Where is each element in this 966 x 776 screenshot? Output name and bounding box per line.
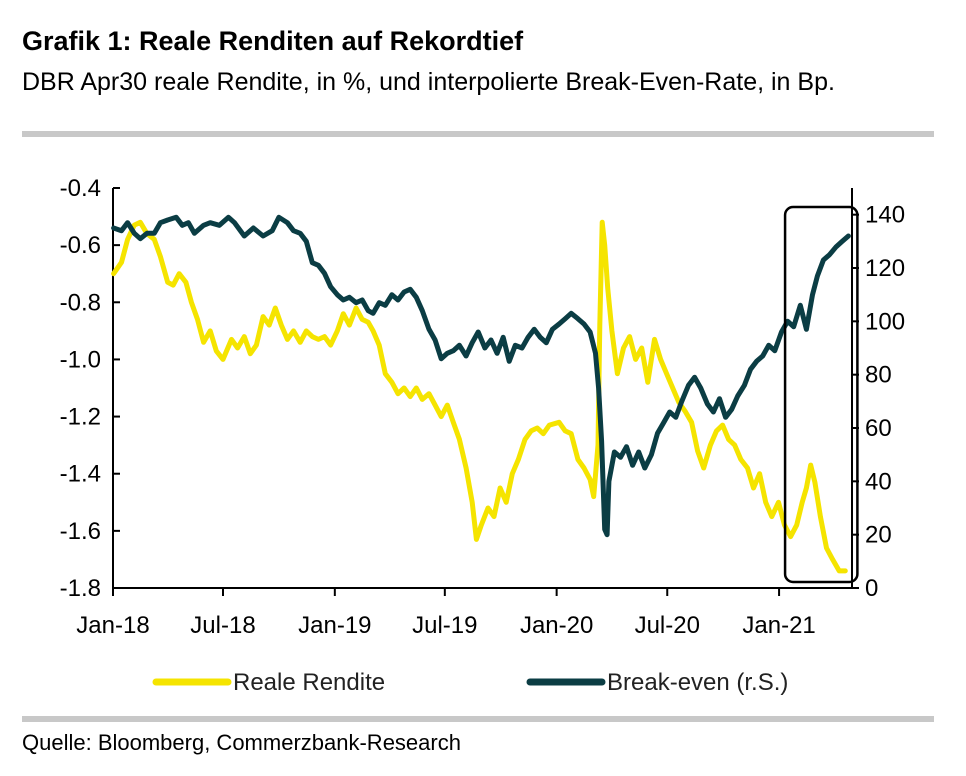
series-layer bbox=[111, 214, 851, 574]
right-tick-label: 20 bbox=[865, 522, 892, 549]
highlight-box bbox=[783, 205, 859, 584]
top-divider bbox=[22, 131, 934, 137]
x-tick-label: Jul-18 bbox=[190, 612, 255, 639]
highlight-layer bbox=[783, 205, 859, 584]
left-tick-label: -1.0 bbox=[60, 346, 101, 373]
left-tick-label: -1.2 bbox=[60, 404, 101, 431]
left-y-axis: -0.4 -0.6 -0.8 -1.0 -1.2 -1.4 -1.6 -1.8 bbox=[60, 175, 120, 602]
x-tick-label: Jan-18 bbox=[76, 612, 149, 639]
plot-frame bbox=[112, 188, 853, 589]
right-y-axis: 0 20 40 60 80 100 120 140 bbox=[852, 202, 905, 602]
right-tick-label: 120 bbox=[865, 255, 905, 282]
left-tick-label: -1.6 bbox=[60, 518, 101, 545]
legend-label: Break-even (r.S.) bbox=[607, 669, 788, 696]
line-chart: -0.4 -0.6 -0.8 -1.0 -1.2 -1.4 -1.6 -1.8 0 20 40 60… bbox=[60, 175, 905, 696]
right-tick-label: 0 bbox=[865, 575, 878, 602]
right-tick-label: 140 bbox=[865, 202, 905, 229]
left-tick-label: -1.8 bbox=[60, 575, 101, 602]
series-line-reale-rendite bbox=[111, 219, 848, 574]
x-tick-label: Jul-20 bbox=[635, 612, 700, 639]
right-tick-label: 40 bbox=[865, 468, 892, 495]
right-tick-label: 100 bbox=[865, 308, 905, 335]
legend: Reale Rendite Break-even (r.S.) bbox=[152, 669, 788, 696]
x-tick-label: Jan-19 bbox=[298, 612, 371, 639]
x-tick-label: Jan-21 bbox=[742, 612, 815, 639]
x-axis: Jan-18 Jul-18 Jan-19 Jul-19 Jan-20 Jul-20 Jan-… bbox=[76, 588, 816, 639]
right-tick-label: 80 bbox=[865, 362, 892, 389]
chart-subtitle: DBR Apr30 reale Rendite, in %, und inter… bbox=[22, 68, 835, 96]
series-line-break-even bbox=[111, 214, 851, 538]
right-tick-label: 60 bbox=[865, 415, 892, 442]
left-tick-label: -1.4 bbox=[60, 461, 101, 488]
left-tick-label: -0.4 bbox=[60, 175, 101, 202]
bottom-divider bbox=[22, 716, 934, 722]
left-tick-label: -0.6 bbox=[60, 232, 101, 259]
chart-title: Grafik 1: Reale Renditen auf Rekordtief bbox=[22, 26, 524, 56]
left-tick-label: -0.8 bbox=[60, 289, 101, 316]
x-tick-label: Jul-19 bbox=[412, 612, 477, 639]
source-note: Quelle: Bloomberg, Commerzbank-Research bbox=[22, 730, 461, 755]
legend-label: Reale Rendite bbox=[233, 669, 385, 696]
x-tick-label: Jan-20 bbox=[520, 612, 593, 639]
